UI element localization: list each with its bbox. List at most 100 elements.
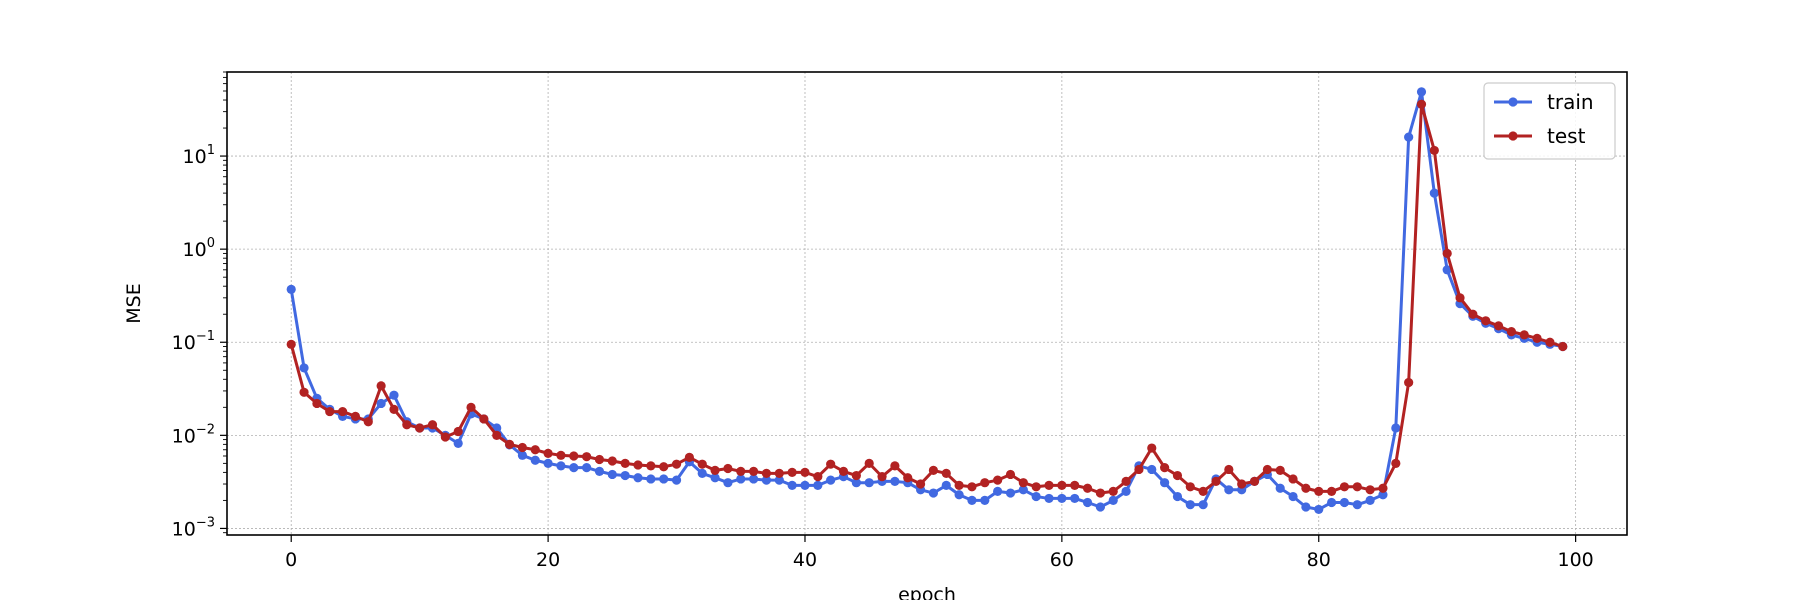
data-point-train	[1378, 490, 1388, 500]
data-point-train	[774, 475, 784, 485]
data-point-test	[787, 467, 797, 477]
series-line-test	[289, 102, 1564, 495]
data-point-test	[1404, 377, 1414, 388]
data-point-test	[1185, 482, 1195, 492]
data-point-test	[633, 460, 643, 470]
data-point-train	[646, 474, 656, 484]
data-point-test	[761, 468, 772, 479]
data-point-train	[1224, 485, 1234, 495]
data-point-train	[800, 480, 810, 490]
data-point-test	[967, 482, 977, 492]
y-tick-label: 10−2	[172, 422, 215, 447]
series-layer	[286, 87, 1568, 515]
data-point-train	[813, 480, 823, 490]
data-point-train	[787, 480, 797, 490]
legend-label-train: train	[1547, 90, 1594, 114]
data-point-test	[1005, 469, 1016, 480]
data-point-test	[1352, 482, 1362, 492]
data-point-test	[1044, 480, 1054, 490]
data-point-train	[1339, 497, 1350, 508]
data-point-test	[1211, 476, 1221, 487]
data-point-train	[1095, 502, 1105, 512]
data-point-train	[1198, 500, 1208, 510]
data-point-train	[993, 486, 1003, 496]
data-point-train	[890, 476, 900, 487]
data-point-test	[376, 381, 386, 391]
data-point-test	[903, 473, 913, 483]
data-point-test	[1301, 483, 1311, 493]
data-point-train	[607, 469, 617, 480]
data-point-train	[594, 466, 605, 476]
data-point-train	[1404, 132, 1414, 142]
data-point-test	[607, 456, 617, 466]
data-point-test	[1172, 470, 1183, 481]
y-axis: 10−3 10−2 10−1 100 101	[172, 71, 227, 540]
data-point-train	[1172, 491, 1183, 502]
data-point-test	[440, 432, 450, 442]
data-point-test	[1018, 478, 1028, 488]
data-point-test	[530, 445, 540, 455]
data-point-train	[826, 475, 836, 485]
data-point-test	[1339, 482, 1350, 492]
data-point-train	[299, 363, 309, 373]
x-tick-label: 100	[1557, 549, 1593, 571]
data-point-train	[1108, 495, 1118, 506]
data-point-test	[774, 468, 784, 479]
data-point-train	[569, 463, 579, 473]
data-point-test	[1070, 480, 1080, 490]
data-point-test	[1481, 316, 1491, 326]
data-point-test	[1147, 443, 1157, 453]
y-tick-label: 100	[183, 236, 215, 261]
data-point-test	[1468, 309, 1478, 319]
data-point-test	[710, 465, 720, 476]
data-point-test	[736, 466, 746, 476]
data-point-train	[749, 474, 759, 484]
data-point-test	[1429, 145, 1439, 156]
data-point-test	[684, 452, 694, 462]
data-point-train	[1057, 493, 1067, 504]
data-point-test	[363, 417, 373, 427]
data-point-train	[1314, 504, 1324, 515]
data-point-train	[1147, 464, 1157, 475]
legend-marker-test	[1508, 131, 1518, 141]
data-point-test	[800, 467, 810, 477]
data-point-train	[710, 473, 720, 483]
data-point-test	[671, 459, 682, 469]
y-axis-label: MSE	[123, 283, 145, 323]
data-point-test	[697, 459, 707, 469]
x-tick-label: 60	[1050, 549, 1074, 571]
data-point-test	[877, 472, 887, 482]
data-point-test	[980, 478, 990, 488]
grid	[227, 72, 1627, 535]
data-point-test	[453, 426, 463, 437]
data-point-test	[928, 465, 939, 476]
data-point-test	[1493, 321, 1504, 331]
data-point-test	[851, 470, 861, 481]
plot-frame	[226, 71, 1628, 536]
legend-marker-train	[1508, 97, 1518, 107]
x-tick-label: 20	[536, 549, 560, 571]
data-point-train	[620, 470, 630, 481]
data-point-train	[286, 284, 296, 294]
data-point-train	[582, 463, 592, 473]
data-point-test	[569, 451, 579, 461]
data-point-test	[1249, 476, 1260, 487]
data-point-train	[517, 450, 528, 460]
data-point-test	[1545, 337, 1555, 347]
data-point-train	[453, 438, 463, 448]
data-point-train	[1416, 87, 1427, 97]
data-point-test	[1275, 465, 1285, 476]
data-point-test	[723, 463, 733, 474]
data-point-test	[389, 404, 399, 414]
data-point-test	[466, 402, 476, 412]
data-point-train	[1301, 502, 1311, 512]
data-point-test	[659, 462, 669, 472]
x-axis-label: epoch	[898, 584, 956, 600]
data-point-train	[967, 495, 977, 506]
data-point-train	[941, 480, 951, 490]
data-point-test	[299, 387, 309, 397]
data-point-test	[1095, 488, 1105, 498]
data-point-train	[1429, 188, 1439, 198]
data-point-test	[1532, 333, 1542, 343]
